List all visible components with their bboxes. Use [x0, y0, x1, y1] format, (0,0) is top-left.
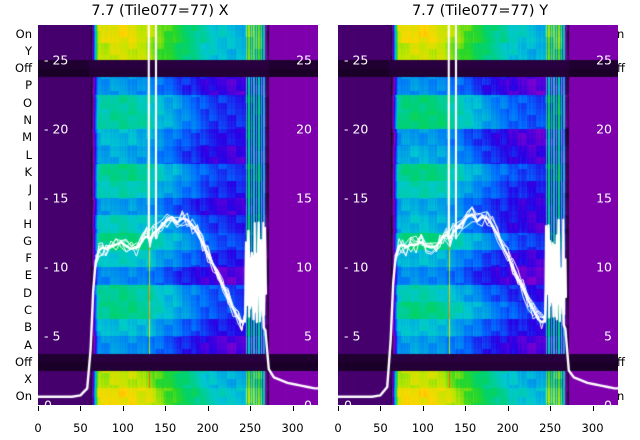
panel-y: 7.7 (Tile077=77) Y: [320, 0, 640, 440]
y-tick-label: - 15: [44, 190, 69, 206]
x-tick-label: 150: [154, 421, 177, 435]
dipole-label-d-15: D: [23, 285, 32, 300]
dipole-label-k-8: K: [24, 164, 32, 179]
x-tick-label: 300: [281, 421, 304, 435]
panel-y-plot[interactable]: [338, 25, 618, 405]
y-tick-label: 10: [596, 259, 612, 275]
y-tick-label: 15: [596, 190, 612, 206]
x-tick-label: 50: [373, 421, 388, 435]
dipole-label-l-7: L: [25, 147, 32, 162]
dipole-label-off-2: Off: [15, 61, 32, 76]
y-tick-label: 20: [296, 121, 312, 137]
y-tick-label: 20: [596, 121, 612, 137]
x-tick-mark: [380, 406, 382, 411]
y-tick-label: 25: [596, 52, 612, 68]
dipole-label-on-21: On: [15, 389, 32, 404]
y-tick-label: 5: [604, 328, 612, 344]
x-tick-label: 100: [411, 421, 434, 435]
x-tick-mark: [122, 406, 124, 411]
y-tick-label: - 5: [44, 328, 61, 344]
dipole-label-h-11: H: [23, 216, 32, 231]
panel-x-plot[interactable]: [38, 25, 318, 405]
y-tick-label: - 20: [44, 121, 69, 137]
dipole-label-e-14: E: [24, 268, 32, 283]
x-tick-label: 250: [239, 421, 262, 435]
y-tick-label: 5: [304, 328, 312, 344]
x-tick-label: 300: [581, 421, 604, 435]
dipole-label-a-18: A: [24, 337, 32, 352]
dipole-label-j-9: J: [28, 182, 32, 197]
x-tick-label: 150: [454, 421, 477, 435]
x-tick-mark: [592, 406, 594, 411]
dipole-label-off-19: Off: [15, 354, 32, 369]
x-tick-label: 0: [334, 421, 342, 435]
dipole-label-p-3: P: [25, 78, 32, 93]
x-tick-label: 200: [496, 421, 519, 435]
y-tick-label: - 10: [44, 259, 69, 275]
x-tick-label: 200: [196, 421, 219, 435]
x-tick-mark: [207, 406, 209, 411]
dipole-label-o-4: O: [22, 95, 32, 110]
y-tick-label: - 25: [344, 52, 369, 68]
y-tick-label: 0: [344, 397, 352, 413]
y-tick-label: 0: [604, 397, 612, 413]
x-tick-mark: [550, 406, 552, 411]
dipole-label-b-17: B: [24, 320, 32, 335]
dipole-label-g-12: G: [23, 233, 32, 248]
y-tick-label: 15: [296, 190, 312, 206]
y-tick-label: - 25: [44, 52, 69, 68]
dipole-label-m-6: M: [22, 130, 32, 145]
y-tick-label: - 5: [344, 328, 361, 344]
y-tick-label: - 10: [344, 259, 369, 275]
x-tick-mark: [250, 406, 252, 411]
y-tick-label: - 20: [344, 121, 369, 137]
y-tick-label: - 15: [344, 190, 369, 206]
x-tick-mark: [338, 406, 339, 411]
bandpass-curve-y: [338, 25, 618, 405]
x-tick-mark: [292, 406, 294, 411]
dipole-label-on-0: On: [15, 26, 32, 41]
y-tick-label: 0: [304, 397, 312, 413]
panel-x: 7.7 (Tile077=77) X: [38, 3, 318, 405]
x-tick-label: 0: [34, 421, 42, 435]
y-tick-label: 10: [296, 259, 312, 275]
dipole-label-y-1: Y: [24, 43, 32, 58]
x-tick-label: 100: [111, 421, 134, 435]
dipole-label-n-5: N: [23, 113, 32, 127]
bandpass-curve-x: [38, 25, 318, 405]
dipole-label-i-10: I: [28, 199, 32, 214]
panel-y-title: 7.7 (Tile077=77) Y: [411, 3, 549, 19]
y-tick-label: 25: [296, 52, 312, 68]
y-tick-label: 0: [44, 397, 52, 413]
x-tick-label: 250: [539, 421, 562, 435]
x-tick-mark: [80, 406, 82, 411]
x-tick-mark: [38, 406, 39, 411]
dipole-label-x-20: X: [24, 372, 32, 387]
panel-x-title: 7.7 (Tile077=77) X: [91, 3, 229, 19]
dipole-label-f-13: F: [25, 251, 32, 266]
x-tick-mark: [165, 406, 167, 411]
x-tick-mark: [422, 406, 424, 411]
x-tick-mark: [507, 406, 509, 411]
x-tick-mark: [465, 406, 467, 411]
dipole-label-c-16: C: [23, 303, 32, 317]
x-tick-label: 50: [73, 421, 88, 435]
